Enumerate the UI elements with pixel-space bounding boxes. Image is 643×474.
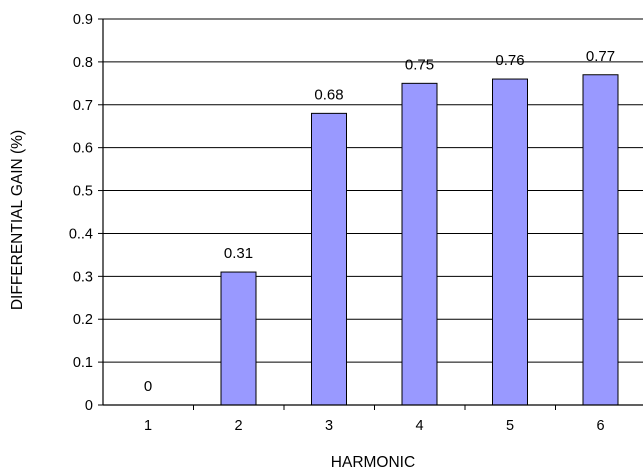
data-label: 0.31 bbox=[224, 245, 253, 262]
bars bbox=[220, 74, 619, 406]
y-tick-label: 0.8 bbox=[73, 55, 93, 71]
x-tick-label: 1 bbox=[144, 418, 152, 434]
y-tick-label: 0..4 bbox=[69, 226, 93, 242]
axes bbox=[98, 18, 643, 410]
bar bbox=[311, 112, 347, 406]
y-tick-labels: 0 0.1 0.2 0.3 0..4 0.5 0.6 0.7 0.8 0.9 bbox=[69, 12, 93, 414]
y-tick-label: 0.9 bbox=[73, 12, 93, 28]
y-tick-label: 0.1 bbox=[73, 355, 93, 371]
data-label: 0.76 bbox=[495, 52, 524, 69]
y-tick-label: 0.3 bbox=[73, 269, 93, 285]
x-tick-label: 5 bbox=[506, 418, 514, 434]
y-tick-label: 0.2 bbox=[73, 312, 93, 328]
gridlines bbox=[103, 18, 643, 363]
data-label: 0.68 bbox=[314, 86, 343, 103]
y-axis-title: DIFFERENTIAL GAIN (%) bbox=[9, 130, 26, 310]
x-tick-labels: 1 2 3 4 5 6 bbox=[144, 418, 605, 434]
x-axis-title: HARMONIC bbox=[331, 454, 415, 471]
data-label: 0.75 bbox=[405, 56, 434, 73]
data-label: 0.77 bbox=[586, 48, 615, 65]
bar bbox=[220, 271, 257, 406]
y-tick-label: 0.5 bbox=[73, 184, 93, 200]
bar bbox=[401, 82, 438, 406]
x-tick-label: 3 bbox=[325, 418, 333, 434]
bar bbox=[582, 74, 619, 406]
bar bbox=[492, 78, 528, 406]
y-tick-label: 0.7 bbox=[73, 98, 93, 114]
x-tick-label: 2 bbox=[234, 418, 242, 434]
y-tick-label: 0 bbox=[85, 398, 93, 414]
x-tick-label: 6 bbox=[596, 418, 604, 434]
data-label: 0 bbox=[144, 378, 152, 395]
y-tick-label: 0.6 bbox=[73, 141, 93, 157]
x-tick-label: 4 bbox=[415, 418, 423, 434]
data-labels: 0 0.31 0.68 0.75 0.76 0.77 bbox=[144, 48, 615, 395]
